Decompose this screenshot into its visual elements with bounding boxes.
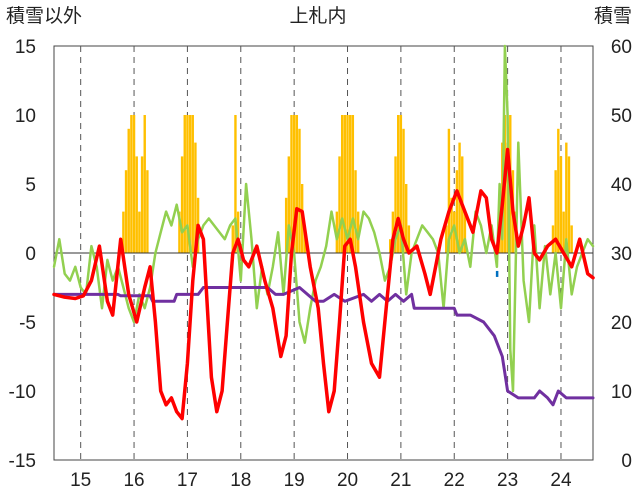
x-tick-label: 16 [123, 470, 144, 491]
precip-bar [557, 128, 560, 253]
precip-bar [463, 211, 467, 253]
precip-bar [122, 211, 125, 253]
y-right-tick-label: 10 [611, 382, 632, 403]
precip-bar [338, 156, 341, 253]
precip-bar [180, 156, 184, 253]
x-tick-label: 24 [550, 470, 572, 491]
precip-bar [447, 128, 451, 253]
precip-bar [354, 170, 357, 253]
precip-bar [351, 115, 355, 253]
y-left-tick-label: 0 [25, 244, 36, 265]
precip-bar [453, 211, 456, 253]
x-tick-label: 19 [284, 470, 305, 491]
precip-bar [138, 211, 141, 253]
y-left-tick-label: -5 [19, 313, 36, 334]
precip-bar [284, 197, 288, 253]
precip-bar [450, 197, 453, 253]
y-right-tick-label: 0 [621, 451, 632, 472]
precip-bar [194, 142, 197, 253]
y-right-tick-label: 50 [611, 106, 632, 127]
x-tick-label: 15 [70, 470, 91, 491]
precip-bar [394, 156, 397, 253]
precip-bar [346, 115, 349, 253]
precip-bar [292, 115, 296, 253]
precip-bar [562, 211, 565, 253]
left-axis-label: 積雪以外 [6, 5, 82, 27]
precip-bar [178, 211, 181, 253]
precip-bar [234, 115, 237, 253]
x-tick-label: 18 [230, 470, 251, 491]
precip-bar [455, 170, 459, 253]
precip-bar [135, 156, 138, 253]
x-tick-label: 23 [497, 470, 518, 491]
precip-bar [445, 225, 448, 253]
y-right-tick-label: 30 [611, 244, 632, 265]
x-tick-label: 21 [390, 470, 411, 491]
y-left-tick-label: 15 [15, 37, 36, 58]
x-tick-label: 20 [337, 470, 358, 491]
precip-bar [405, 184, 408, 253]
precip-bar [290, 115, 293, 253]
precip-bar [236, 211, 240, 253]
precip-bar [298, 128, 301, 253]
precip-bar [124, 170, 128, 253]
precip-bar [188, 115, 192, 253]
dewpoint-line [52, 44, 595, 393]
precip-bar [348, 115, 352, 253]
precip-bar [570, 225, 573, 253]
precip-bar [287, 156, 291, 253]
marker-tick [495, 270, 499, 277]
precip-bar [340, 115, 344, 253]
x-tick-label: 22 [444, 470, 465, 491]
right-axis-label: 積雪 [594, 5, 632, 27]
precip-bar [295, 115, 299, 253]
series-lines [52, 44, 595, 421]
y-right-tick-label: 60 [611, 37, 632, 58]
precip-bar [565, 142, 568, 253]
precip-bar [402, 128, 405, 253]
precip-bar [559, 156, 563, 253]
y-right-tick-label: 20 [611, 313, 632, 334]
precip-bar [127, 128, 130, 253]
precip-bar [140, 156, 144, 253]
precip-bar [335, 211, 339, 253]
precip-bar [186, 115, 189, 253]
precip-bar [191, 115, 194, 253]
y-left-tick-label: -10 [9, 382, 36, 403]
precip-bar [554, 170, 557, 253]
tick-labels: 15 16 17 18 19 20 21 22 23 24151050-5-10-15605040… [9, 37, 632, 491]
precip-bar [130, 115, 133, 253]
y-left-tick-label: -15 [9, 451, 36, 472]
precip-bar [146, 170, 149, 253]
precip-bar [132, 115, 136, 253]
precip-bar [183, 115, 186, 253]
precip-bar [399, 115, 403, 253]
y-left-tick-label: 10 [15, 106, 36, 127]
precip-bar [356, 211, 360, 253]
y-left-tick-label: 5 [25, 175, 36, 196]
precip-bar [567, 156, 571, 253]
precip-bar [397, 115, 400, 253]
y-right-tick-label: 40 [611, 175, 632, 196]
precip-bar [407, 225, 411, 253]
x-tick-label: 17 [177, 470, 198, 491]
precip-bar [143, 115, 146, 253]
precip-bar [231, 225, 234, 253]
precip-bar [343, 115, 347, 253]
precip-bar [389, 239, 392, 253]
chart-title: 上札内 [289, 5, 346, 27]
temperature-line [52, 147, 595, 421]
